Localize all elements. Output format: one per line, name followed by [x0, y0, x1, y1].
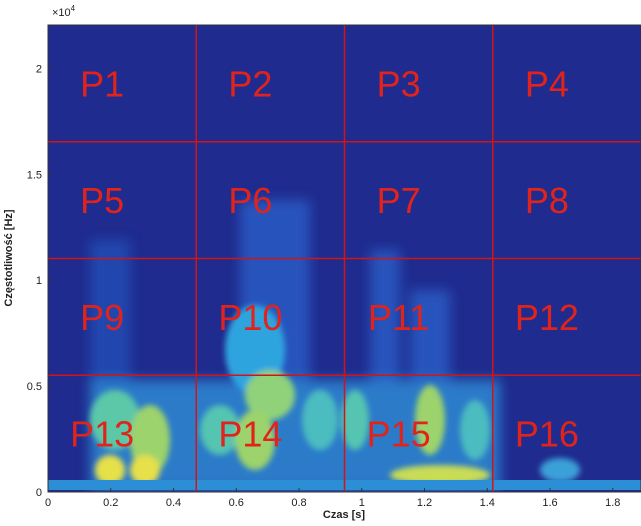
y-axis-label: Częstotliwość [Hz] [3, 209, 15, 307]
x-axis-label: Czas [s] [323, 509, 366, 521]
region-label: P12 [515, 297, 579, 338]
x-tick-label: 0.8 [291, 497, 306, 509]
x-tick-label: 1 [359, 497, 365, 509]
x-tick-label: 0 [45, 497, 51, 509]
y-tick-label: 0.5 [27, 381, 42, 393]
y-tick-label: 1.5 [27, 169, 42, 181]
x-tick-label: 1.2 [417, 497, 432, 509]
region-label: P8 [525, 180, 569, 221]
region-label: P9 [80, 297, 124, 338]
region-label: P11 [368, 297, 429, 338]
x-tick-label: 0.2 [103, 497, 118, 509]
region-label: P3 [377, 63, 421, 104]
x-tick-label: 1.6 [542, 497, 557, 509]
x-tick-label: 1.4 [480, 497, 495, 509]
y-tick-label: 1 [36, 275, 42, 287]
y-multiplier: ×104 [52, 4, 76, 19]
region-label: P6 [228, 180, 272, 221]
region-label: P2 [228, 63, 272, 104]
x-tick-label: 0.6 [229, 497, 244, 509]
region-label: P14 [218, 414, 282, 455]
y-tick-label: 0 [36, 487, 42, 499]
x-tick-label: 1.8 [605, 497, 620, 509]
region-label: P10 [218, 297, 282, 338]
region-label: P15 [367, 414, 431, 455]
plot-frame [47, 24, 641, 493]
region-label: P13 [70, 414, 134, 455]
region-label: P1 [80, 63, 124, 104]
region-label: P16 [515, 414, 579, 455]
region-label: P5 [80, 180, 124, 221]
region-label: P7 [377, 180, 421, 221]
y-tick-label: 2 [36, 63, 42, 75]
x-tick-label: 0.4 [166, 497, 181, 509]
region-label: P4 [525, 63, 569, 104]
